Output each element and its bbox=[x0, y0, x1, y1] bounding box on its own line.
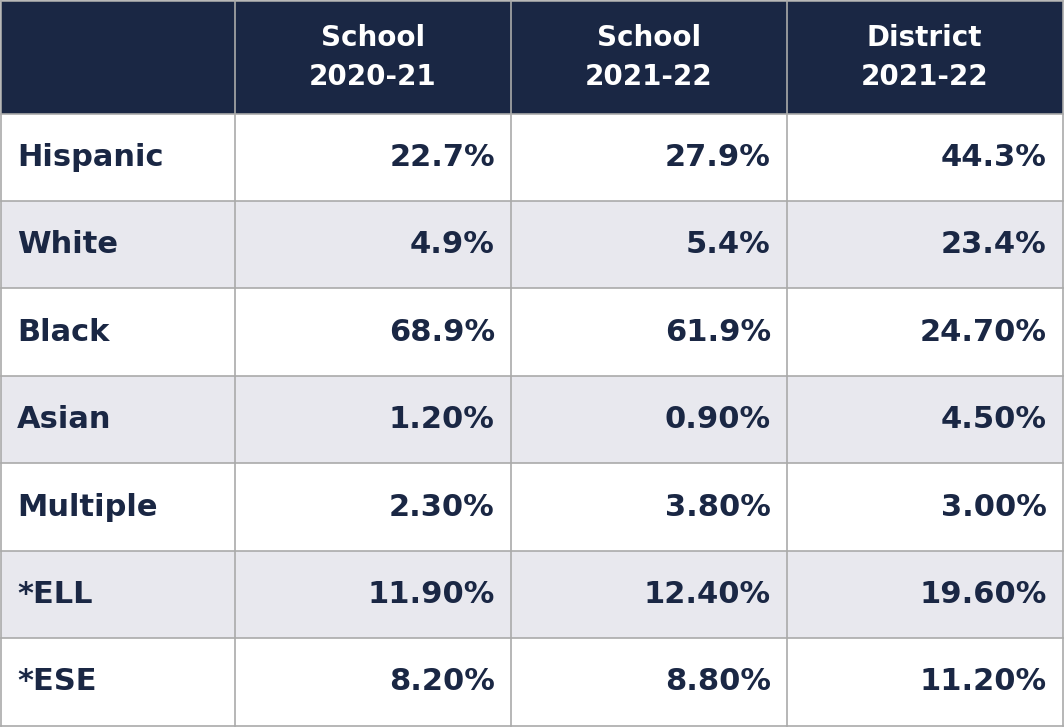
Text: 3.00%: 3.00% bbox=[941, 493, 1047, 521]
Text: *ELL: *ELL bbox=[17, 580, 93, 609]
FancyBboxPatch shape bbox=[235, 463, 511, 551]
FancyBboxPatch shape bbox=[235, 1, 511, 113]
FancyBboxPatch shape bbox=[511, 376, 786, 463]
FancyBboxPatch shape bbox=[1, 1, 235, 113]
Text: 12.40%: 12.40% bbox=[644, 580, 770, 609]
FancyBboxPatch shape bbox=[235, 638, 511, 726]
FancyBboxPatch shape bbox=[1, 201, 235, 289]
FancyBboxPatch shape bbox=[511, 551, 786, 638]
FancyBboxPatch shape bbox=[786, 463, 1063, 551]
Text: 1.20%: 1.20% bbox=[389, 405, 495, 434]
Text: School
2021-22: School 2021-22 bbox=[585, 24, 713, 91]
FancyBboxPatch shape bbox=[786, 638, 1063, 726]
FancyBboxPatch shape bbox=[511, 638, 786, 726]
FancyBboxPatch shape bbox=[511, 463, 786, 551]
Text: 4.9%: 4.9% bbox=[410, 230, 495, 260]
Text: 11.20%: 11.20% bbox=[919, 667, 1047, 696]
Text: Asian: Asian bbox=[17, 405, 112, 434]
FancyBboxPatch shape bbox=[786, 289, 1063, 376]
Text: 8.20%: 8.20% bbox=[389, 667, 495, 696]
Text: 11.90%: 11.90% bbox=[367, 580, 495, 609]
FancyBboxPatch shape bbox=[786, 113, 1063, 201]
Text: *ESE: *ESE bbox=[17, 667, 97, 696]
Text: 61.9%: 61.9% bbox=[665, 318, 770, 347]
Text: 24.70%: 24.70% bbox=[919, 318, 1047, 347]
Text: 3.80%: 3.80% bbox=[665, 493, 770, 521]
FancyBboxPatch shape bbox=[511, 289, 786, 376]
Text: 8.80%: 8.80% bbox=[665, 667, 770, 696]
FancyBboxPatch shape bbox=[1, 376, 235, 463]
Text: Multiple: Multiple bbox=[17, 493, 157, 521]
Text: 0.90%: 0.90% bbox=[665, 405, 770, 434]
FancyBboxPatch shape bbox=[786, 376, 1063, 463]
Text: 5.4%: 5.4% bbox=[686, 230, 770, 260]
FancyBboxPatch shape bbox=[235, 113, 511, 201]
FancyBboxPatch shape bbox=[235, 376, 511, 463]
FancyBboxPatch shape bbox=[511, 201, 786, 289]
Text: Hispanic: Hispanic bbox=[17, 142, 164, 172]
Text: 44.3%: 44.3% bbox=[941, 142, 1047, 172]
FancyBboxPatch shape bbox=[786, 1, 1063, 113]
Text: 2.30%: 2.30% bbox=[389, 493, 495, 521]
FancyBboxPatch shape bbox=[1, 113, 235, 201]
Text: School
2020-21: School 2020-21 bbox=[309, 24, 436, 91]
Text: 22.7%: 22.7% bbox=[389, 142, 495, 172]
FancyBboxPatch shape bbox=[1, 638, 235, 726]
Text: Black: Black bbox=[17, 318, 110, 347]
FancyBboxPatch shape bbox=[1, 551, 235, 638]
Text: White: White bbox=[17, 230, 118, 260]
Text: 68.9%: 68.9% bbox=[388, 318, 495, 347]
FancyBboxPatch shape bbox=[1, 289, 235, 376]
FancyBboxPatch shape bbox=[235, 289, 511, 376]
FancyBboxPatch shape bbox=[235, 201, 511, 289]
FancyBboxPatch shape bbox=[1, 463, 235, 551]
FancyBboxPatch shape bbox=[511, 113, 786, 201]
Text: 23.4%: 23.4% bbox=[941, 230, 1047, 260]
Text: 4.50%: 4.50% bbox=[941, 405, 1047, 434]
FancyBboxPatch shape bbox=[786, 201, 1063, 289]
Text: District
2021-22: District 2021-22 bbox=[861, 24, 988, 91]
Text: 27.9%: 27.9% bbox=[665, 142, 770, 172]
Text: 19.60%: 19.60% bbox=[919, 580, 1047, 609]
FancyBboxPatch shape bbox=[786, 551, 1063, 638]
FancyBboxPatch shape bbox=[511, 1, 786, 113]
FancyBboxPatch shape bbox=[235, 551, 511, 638]
